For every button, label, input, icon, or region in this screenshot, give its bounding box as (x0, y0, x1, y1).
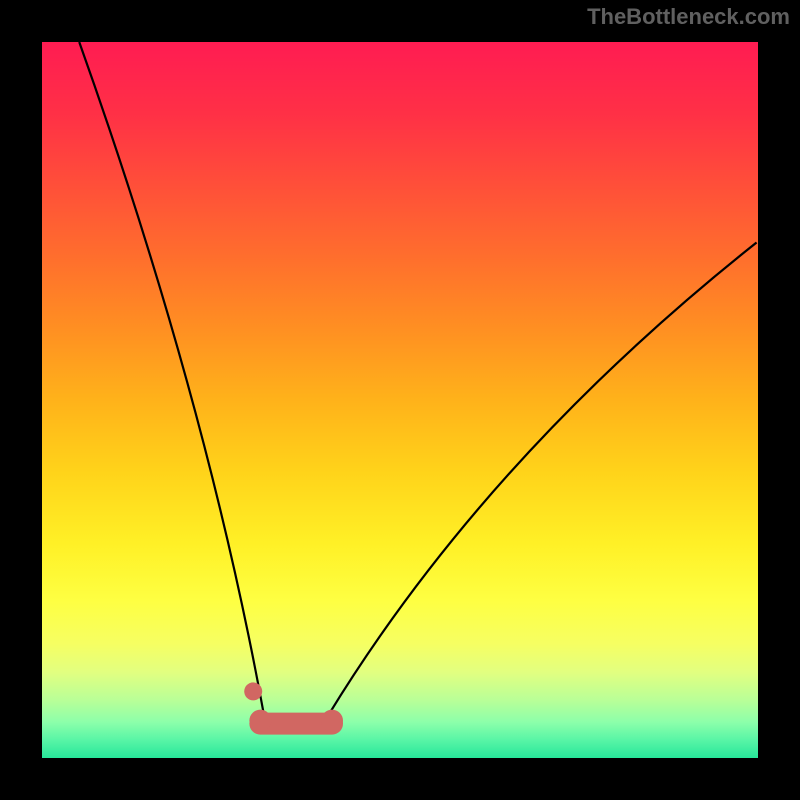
bottleneck-indicator-dot (244, 682, 262, 700)
watermark-text: TheBottleneck.com (587, 4, 790, 30)
bottleneck-indicator-knob-right (321, 710, 343, 732)
bottleneck-indicator-knob-left (249, 710, 271, 732)
chart-container: TheBottleneck.com (0, 0, 800, 800)
bottleneck-chart (0, 0, 800, 800)
chart-background-gradient (42, 42, 758, 758)
